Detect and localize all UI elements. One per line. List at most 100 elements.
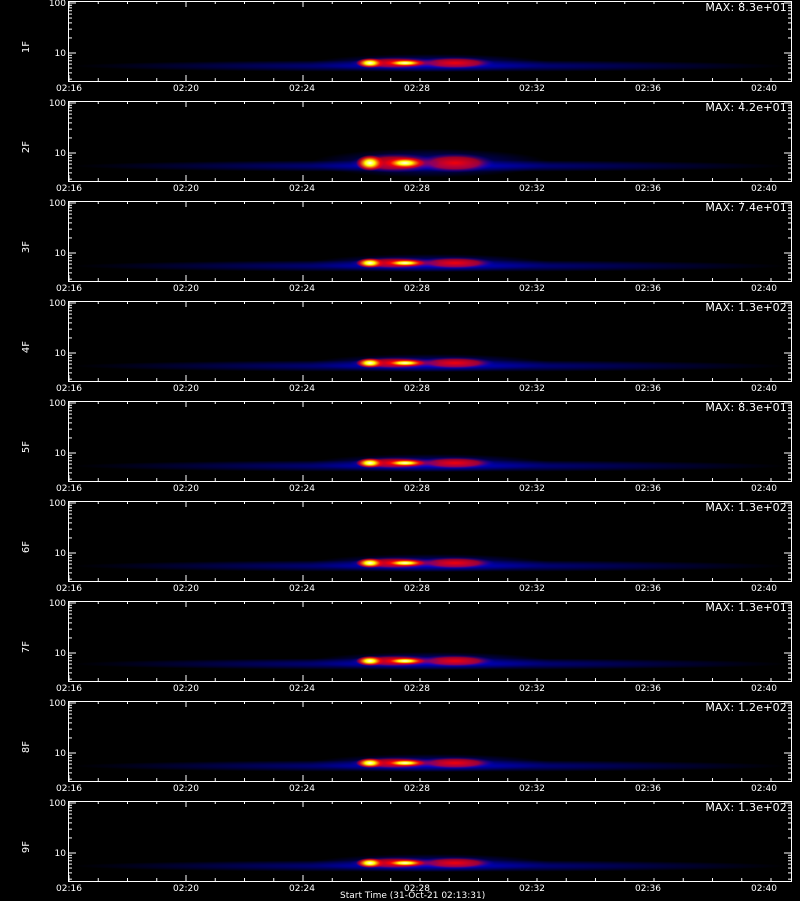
- hot-spot-mid: [385, 157, 425, 169]
- x-tick-label: 02:16: [56, 384, 82, 394]
- spectrogram-panel-svg: 100 10 02:16 02:20 02:24 02:28 02:32 02:36 02:40: [49, 199, 792, 294]
- red-tail: [415, 357, 495, 369]
- y-tick-label: 10: [55, 449, 67, 459]
- x-tick-label: 02:40: [751, 784, 777, 794]
- hot-spot-mid: [385, 559, 425, 567]
- plot-frame: [68, 101, 792, 182]
- plot-frame: [68, 801, 792, 882]
- x-tick-label: 02:28: [404, 884, 430, 894]
- red-tail: [415, 457, 495, 469]
- panel-4f: 100 10 02:16 02:20 02:24 02:28 02:32 02:36 02:40…: [0, 299, 800, 400]
- hot-spot-start: [356, 656, 384, 666]
- x-tick-label: 02:36: [635, 784, 661, 794]
- hot-spot-mid: [385, 59, 425, 67]
- spectrogram-image: [70, 54, 790, 72]
- x-tick-label: 02:32: [519, 584, 545, 594]
- y-tick-label: 10: [55, 649, 67, 659]
- spectrogram-image: [70, 652, 790, 670]
- y-tick-label: 100: [49, 0, 66, 9]
- spectrogram-image: [70, 754, 790, 772]
- x-tick-label: 02:20: [173, 784, 199, 794]
- x-tick-label: 02:40: [751, 284, 777, 294]
- detector-label: 1F: [21, 40, 32, 54]
- x-tick-label: 02:24: [289, 384, 315, 394]
- x-tick-label: 02:36: [635, 584, 661, 594]
- max-value-label: MAX: 1.3e+02: [705, 301, 787, 314]
- red-tail: [415, 57, 495, 69]
- max-value-label: MAX: 7.4e+01: [705, 201, 787, 214]
- x-tick-label: 02:28: [404, 184, 430, 194]
- spectrogram-image: [70, 554, 790, 572]
- y-tick-label: 10: [55, 749, 67, 759]
- detector-label: 6F: [21, 540, 32, 554]
- x-tick-label: 02:32: [519, 384, 545, 394]
- max-value-label: MAX: 4.2e+01: [705, 101, 787, 114]
- hot-spot-start: [356, 758, 384, 768]
- spectrogram-panel-svg: 100 10 02:16 02:20 02:24 02:28 02:32 02:36 02:40: [49, 699, 792, 794]
- x-tick-label: 02:20: [173, 584, 199, 594]
- hot-spot-start: [356, 558, 384, 568]
- x-tick-label: 02:16: [56, 184, 82, 194]
- y-tick-label: 10: [55, 249, 67, 259]
- spectrogram-panel-svg: 100 10 02:16 02:20 02:24 02:28 02:32 02:36 02:40: [49, 0, 792, 94]
- y-tick-label: 100: [49, 699, 66, 709]
- x-tick-label: 02:20: [173, 384, 199, 394]
- x-tick-label: 02:40: [751, 884, 777, 894]
- x-axis-title: Start Time (31-Oct-21 02:13:31): [340, 891, 486, 901]
- spectrogram-panel-svg: 100 10 02:16 02:20 02:24 02:28 02:32 02:36 02:40: [49, 499, 792, 594]
- max-value-label: MAX: 1.3e+02: [705, 501, 787, 514]
- x-tick-label: 02:28: [404, 484, 430, 494]
- detector-label: 9F: [21, 840, 32, 854]
- hot-spot-start: [356, 858, 384, 868]
- x-tick-label: 02:28: [404, 584, 430, 594]
- y-tick-label: 100: [49, 199, 66, 209]
- x-tick-label: 02:28: [404, 784, 430, 794]
- x-tick-label: 02:32: [519, 884, 545, 894]
- spectrogram-image: [70, 254, 790, 272]
- x-tick-label: 02:20: [173, 884, 199, 894]
- x-tick-label: 02:24: [289, 84, 315, 94]
- x-tick-label: 02:32: [519, 784, 545, 794]
- hot-spot-mid: [385, 657, 425, 665]
- panel-6f: 100 10 02:16 02:20 02:24 02:28 02:32 02:36 02:40…: [0, 499, 800, 600]
- x-tick-label: 02:24: [289, 784, 315, 794]
- x-tick-label: 02:32: [519, 484, 545, 494]
- plot-frame: [68, 1, 792, 82]
- panel-8f: 100 10 02:16 02:20 02:24 02:28 02:32 02:36 02:40…: [0, 699, 800, 800]
- red-tail: [415, 153, 495, 173]
- x-tick-label: 02:32: [519, 84, 545, 94]
- x-tick-label: 02:20: [173, 84, 199, 94]
- x-tick-label: 02:28: [404, 84, 430, 94]
- x-tick-label: 02:36: [635, 884, 661, 894]
- hot-spot-start: [356, 458, 384, 468]
- x-tick-label: 02:32: [519, 284, 545, 294]
- red-tail: [415, 557, 495, 569]
- x-tick-label: 02:20: [173, 684, 199, 694]
- y-tick-label: 100: [49, 99, 66, 109]
- spectrogram-image: [70, 454, 790, 472]
- y-tick-label: 10: [55, 849, 67, 859]
- y-tick-label: 10: [55, 149, 67, 159]
- x-tick-label: 02:16: [56, 484, 82, 494]
- x-tick-label: 02:16: [56, 784, 82, 794]
- detector-label: 3F: [21, 240, 32, 254]
- panel-1f: 100 10 02:16 02:20 02:24 02:28 02:32 02:36 02:40…: [0, 0, 800, 100]
- panel-7f: 100 10 02:16 02:20 02:24 02:28 02:32 02:36 02:40…: [0, 599, 800, 700]
- spectrogram-image: [70, 354, 790, 372]
- red-tail: [415, 757, 495, 769]
- x-tick-label: 02:40: [751, 384, 777, 394]
- panel-3f: 100 10 02:16 02:20 02:24 02:28 02:32 02:36 02:40…: [0, 199, 800, 300]
- spectrogram-panel-svg: 100 10 02:16 02:20 02:24 02:28 02:32 02:36 02:40: [49, 799, 792, 894]
- hot-spot-start: [356, 358, 384, 368]
- panel-9f: 100 10 02:16 02:20 02:24 02:28 02:32 02:36 02:40…: [0, 799, 800, 900]
- spectrogram-panel-svg: 100 10 02:16 02:20 02:24 02:28 02:32 02:36 02:40: [49, 299, 792, 394]
- detector-label: 4F: [21, 340, 32, 354]
- x-tick-label: 02:40: [751, 484, 777, 494]
- detector-label: 2F: [21, 140, 32, 154]
- plot-frame: [68, 301, 792, 382]
- max-value-label: MAX: 8.3e+01: [705, 401, 787, 414]
- x-tick-label: 02:36: [635, 484, 661, 494]
- max-value-label: MAX: 1.3e+01: [705, 601, 787, 614]
- x-tick-label: 02:16: [56, 684, 82, 694]
